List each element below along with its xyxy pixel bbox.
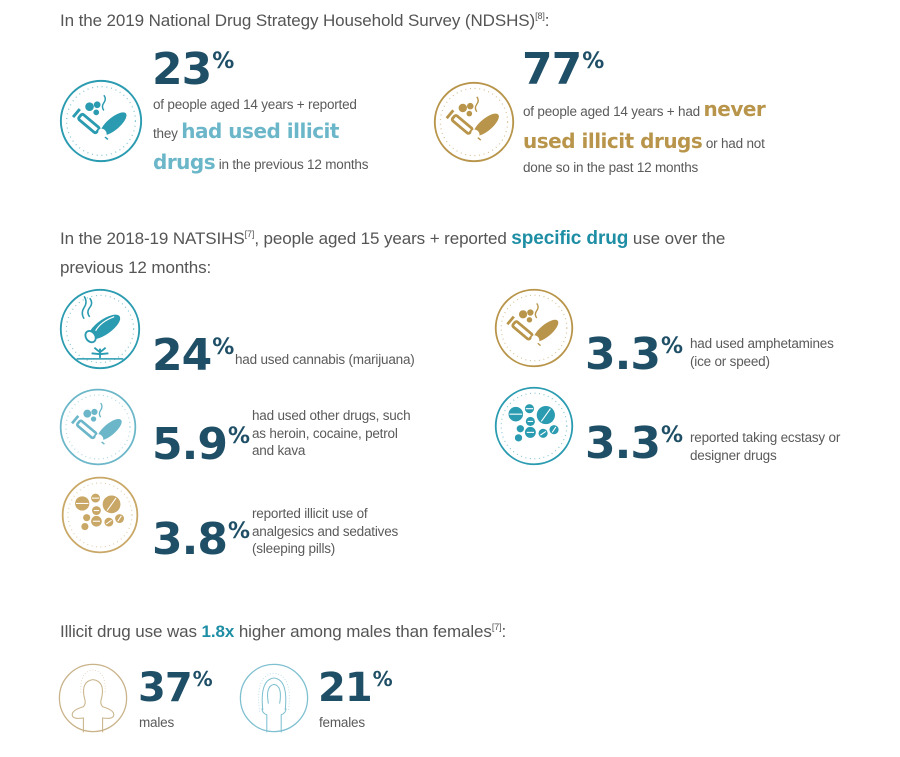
female-person-icon [238, 662, 310, 734]
desc-line: had used other drugs, such [252, 408, 411, 423]
drugs-syringe-pills-icon [58, 78, 144, 164]
desc-line: reported taking ecstasy or [690, 430, 841, 445]
desc-text: in the previous 12 months [215, 156, 369, 172]
stat-unit: % [192, 667, 213, 691]
desc-line: (sleeping pills) [252, 541, 336, 557]
desc-line: of people aged 14 years + reported [153, 97, 357, 112]
highlight-text: drugs [153, 149, 216, 174]
stat-desc-3-8: reported illicit use of analgesics and s… [252, 505, 398, 558]
stat-unit: % [227, 518, 250, 544]
drugs-syringe-pills-icon [58, 387, 138, 467]
intro-text: Illicit drug use was [60, 622, 202, 641]
cannabis-joint-icon [58, 287, 142, 371]
stat-unit: % [227, 423, 250, 449]
stat-unit: % [660, 333, 683, 359]
intro-text: In the 2018-19 NATSIHS [60, 229, 245, 248]
section1-intro: In the 2019 National Drug Strategy House… [60, 11, 550, 31]
intro-text: In the 2019 National Drug Strategy House… [60, 11, 536, 30]
stat-label-females: females [319, 715, 365, 730]
reference-marker: [8] [535, 11, 545, 21]
stat-value-23: 23% [152, 48, 234, 92]
stat-value-females: 21% [318, 668, 393, 708]
desc-line: had used amphetamines [690, 336, 834, 351]
reference-marker: [7] [491, 622, 502, 632]
highlight-text: never [703, 97, 766, 121]
desc-text: they [153, 125, 182, 141]
intro-text: use over the [628, 229, 726, 248]
stat-desc-3-3-amphetamines: had used amphetamines (ice or speed) [690, 335, 834, 370]
stat-unit: % [212, 48, 235, 74]
stat-number: 3.8 [152, 514, 228, 565]
intro-highlight: 1.8x [201, 622, 235, 641]
stat-number: 37 [138, 665, 193, 711]
desc-line: (ice or speed) [690, 353, 770, 369]
stat-unit: % [582, 48, 605, 74]
stat-number: 24 [152, 330, 212, 381]
intro-suffix: : [544, 11, 550, 30]
stat-number: 3.3 [585, 418, 661, 469]
stat-desc-77: of people aged 14 years + had never used… [523, 93, 766, 179]
intro-text: higher among males than females [234, 622, 492, 641]
intro-highlight: specific drug [511, 228, 629, 249]
stat-value-3-3-ecstasy: 3.3% [585, 422, 683, 466]
desc-text: or had not [702, 136, 765, 151]
male-person-icon [57, 662, 129, 734]
drugs-syringe-pills-icon [493, 287, 575, 369]
intro-text: , people aged 15 years + reported [254, 229, 512, 248]
desc-line: had used cannabis (marijuana) [235, 352, 415, 367]
desc-line: done so in the past 12 months [523, 160, 699, 175]
desc-line: and kava [252, 443, 306, 459]
desc-line: designer drugs [690, 447, 777, 463]
reference-marker: [7] [244, 229, 255, 239]
stat-value-3-8: 3.8% [152, 518, 250, 562]
stat-unit: % [660, 422, 683, 448]
stat-label-males: males [139, 715, 175, 730]
stat-number: 3.3 [585, 329, 661, 380]
stat-value-3-3-amphetamines: 3.3% [585, 333, 683, 377]
stat-desc-5-9: had used other drugs, such as heroin, co… [252, 407, 411, 460]
ecstasy-pills-icon [493, 385, 575, 467]
desc-text: of people aged 14 years + had [523, 104, 704, 119]
drugs-syringe-pills-icon [432, 80, 516, 164]
stat-value-5-9: 5.9% [152, 423, 250, 467]
stat-number: 23 [152, 44, 212, 95]
stat-unit: % [372, 667, 393, 691]
stat-number: 5.9 [152, 419, 228, 470]
stat-value-24: 24% [152, 334, 234, 378]
desc-line: analgesics and sedatives [252, 523, 399, 539]
stat-value-77: 77% [522, 48, 604, 92]
stat-number: 21 [318, 665, 373, 711]
stat-desc-3-3-ecstasy: reported taking ecstasy or designer drug… [690, 429, 840, 464]
section3-intro: Illicit drug use was 1.8x higher among m… [60, 622, 506, 642]
highlight-text: used illicit drugs [523, 129, 703, 153]
section2-intro: In the 2018-19 NATSIHS[7], people aged 1… [60, 224, 725, 282]
stat-value-males: 37% [138, 668, 213, 708]
stat-unit: % [212, 334, 235, 360]
desc-line: as heroin, cocaine, petrol [252, 425, 398, 441]
stat-desc-24: had used cannabis (marijuana) [235, 351, 415, 369]
stat-number: 77 [522, 44, 582, 95]
intro-suffix: : [501, 622, 507, 641]
desc-line: reported illicit use of [252, 506, 368, 521]
pills-icon [60, 475, 140, 555]
stat-desc-23: of people aged 14 years + reported they … [153, 95, 368, 178]
intro-text: previous 12 months: [60, 258, 212, 278]
highlight-text: had used illicit [181, 118, 339, 143]
